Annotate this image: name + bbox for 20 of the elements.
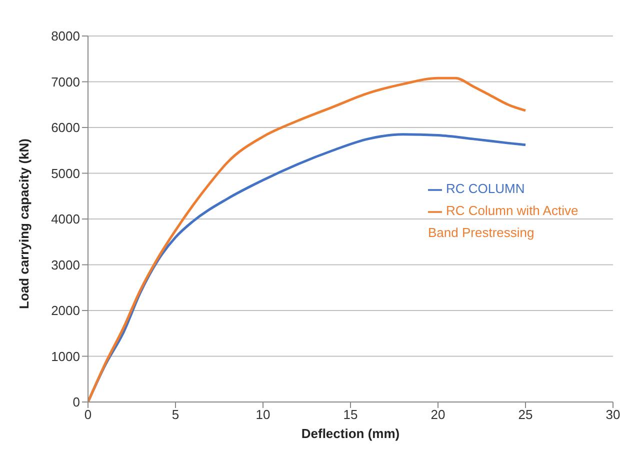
x-tick-label: 15: [343, 407, 358, 422]
y-tick-label: 7000: [51, 74, 80, 90]
y-tick-label: 1000: [51, 348, 80, 364]
legend-label: RC COLUMN: [446, 181, 525, 196]
x-tick-label: 0: [84, 407, 92, 422]
y-tick-label: 4000: [51, 212, 80, 227]
y-tick-label: 6000: [51, 120, 80, 136]
x-tick-label: 20: [430, 407, 446, 422]
x-tick-label: 10: [256, 407, 270, 422]
y-tick-label: 3000: [51, 257, 80, 272]
x-tick-label: 25: [518, 407, 533, 422]
y-tick-label: 8000: [51, 28, 80, 44]
y-tick-label: 0: [72, 394, 80, 410]
y-tick-label: 5000: [51, 166, 80, 181]
x-tick-label: 30: [606, 407, 620, 422]
y-axis-title: Load carrying capacity (kN): [16, 138, 32, 309]
x-tick-label: 5: [172, 407, 180, 422]
x-axis-title: Deflection (mm): [301, 426, 400, 441]
legend-label: RC Column with Active Band Prestressing: [428, 203, 578, 240]
y-tick-label: 2000: [51, 303, 80, 318]
